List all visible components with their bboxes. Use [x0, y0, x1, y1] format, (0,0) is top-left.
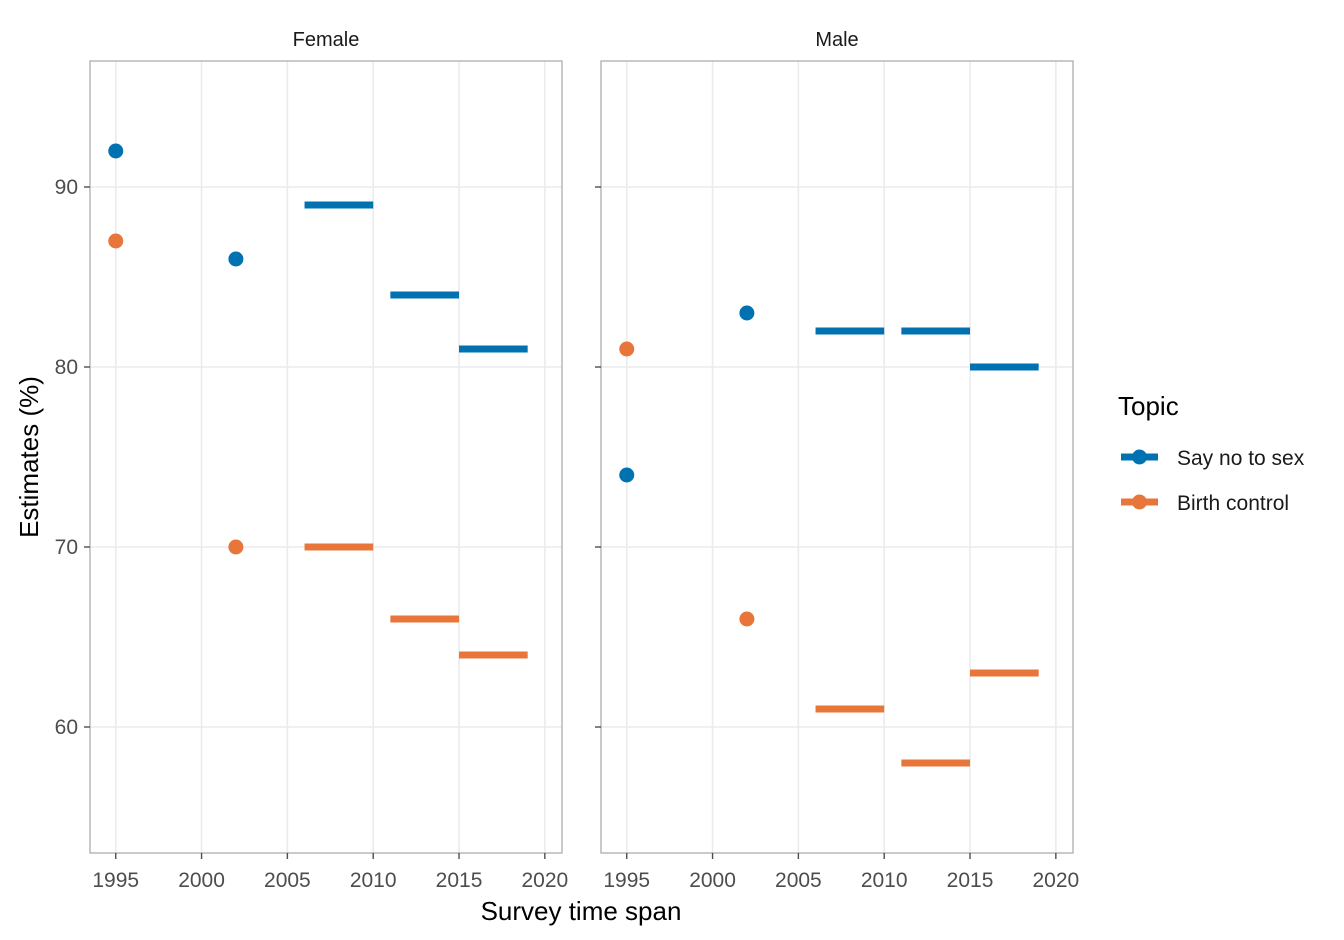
data-point: [228, 251, 244, 267]
y-axis-title: Estimates (%): [14, 376, 44, 538]
x-tick-label: 2000: [178, 869, 225, 892]
data-point: [228, 539, 244, 555]
legend-label: Say no to sex: [1177, 447, 1305, 470]
facet-panels: Female 1995 2000 2005 2010 2015 2020 60 70 80 90 Ma…: [55, 29, 1080, 892]
facet-label: Male: [815, 29, 858, 51]
x-tick-label: 1995: [603, 869, 650, 892]
data-point: [619, 341, 635, 357]
panel-frame: [89, 60, 563, 854]
x-tick-label: 2000: [689, 869, 736, 892]
y-tick-label: 70: [55, 536, 78, 559]
data-point: [108, 233, 124, 249]
y-tick-label: 90: [55, 176, 78, 199]
facet-label: Female: [293, 29, 360, 51]
x-axis-title: Survey time span: [481, 896, 682, 926]
x-tick-label: 2010: [861, 869, 908, 892]
x-tick-label: 1995: [92, 869, 139, 892]
legend-entry: Say no to sex: [1121, 447, 1305, 470]
legend-title: Topic: [1118, 391, 1179, 421]
x-tick-label: 2005: [264, 869, 311, 892]
x-tick-label: 2010: [350, 869, 397, 892]
legend-key-point: [1132, 449, 1147, 465]
legend-entry: Birth control: [1121, 492, 1289, 515]
panel-frame: [600, 60, 1074, 854]
x-tick-label: 2015: [436, 869, 483, 892]
legend-label: Birth control: [1177, 492, 1289, 515]
data-point: [739, 305, 755, 321]
facet-panel-female: Female 1995 2000 2005 2010 2015 2020 60 70 80 90: [55, 29, 569, 892]
legend-key-point: [1132, 494, 1147, 510]
x-tick-label: 2005: [775, 869, 822, 892]
x-tick-label: 2015: [947, 869, 994, 892]
legend: Topic Say no to sex Birth control: [1118, 391, 1305, 515]
data-point: [739, 611, 755, 627]
data-point: [619, 467, 635, 483]
data-point: [108, 143, 124, 159]
x-tick-label: 2020: [521, 869, 568, 892]
y-tick-label: 60: [55, 716, 78, 739]
facet-panel-male: Male 1995 2000 2005 2010 2015 2020: [595, 29, 1079, 892]
x-tick-label: 2020: [1032, 869, 1079, 892]
y-tick-label: 80: [55, 356, 78, 379]
